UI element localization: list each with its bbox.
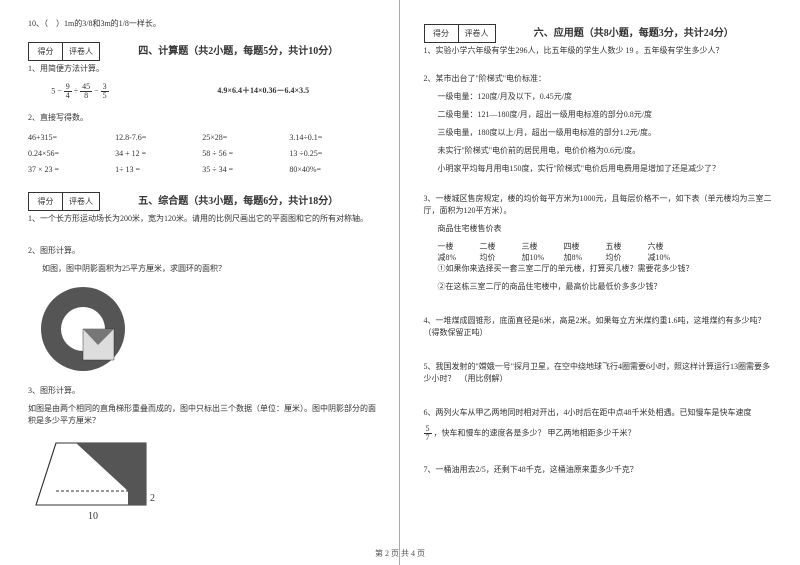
equation-line: 5 − 94 ÷ 458 − 35 4.9×6.4＋14×0.36－6.4×3.… [28,83,377,100]
score-box-6: 得分 评卷人 [424,24,496,43]
sec6-p2a: 一级电量：120度/月及以下，0.45元/度 [424,91,773,103]
sec6-p2c: 三级电量，180度以上/月，超出一级用电标准的部分1.2元/度。 [424,127,773,139]
mental-math-grid: 46+315=12.8-7.6=25×28=3.14÷0.1= 0.24×56=… [28,130,377,178]
section-4-title: 四、计算题（共2小题，每题5分，共计10分） [100,42,377,57]
sec6-p3: 3、一楼城区售房规定，楼的均价每平方米为1000元，且每层价格不一，如下表（单元… [424,193,773,217]
trap-figure: 10 2 [28,433,377,528]
sec4-p2: 2、直接写得数。 [28,112,377,124]
marker-label: 评卷人 [63,43,99,60]
sec6-p1: 1、实验小学六年级有学生296人，比五年级的学生人数少 19 。五年级有学生多少… [424,45,773,57]
eq-right: 4.9×6.4＋14×0.36－6.4×3.5 [173,85,353,96]
score-box-5: 得分 评卷人 [28,192,100,211]
sec6-p4: 4、一堆煤成圆锥形，底面直径是6米，高是2米。如果每立方米煤约重1.6吨，这堆煤… [424,315,773,339]
sec5-p2b: 如图，图中阴影面积为25平方厘米，求圆环的面积？ [28,263,377,275]
sec6-p3q1: ①如果你来选择买一套三室二厅的单元楼，打算买几楼？需要花多少钱？ [424,263,773,275]
sec6-p3q2: ②在这栋三室二厅的商品住宅楼中，最高价比最低价多多少钱？ [424,281,773,293]
sec6-p6: 6、两列火车从甲乙两地同时相对开出，4小时后在距中点48千米处相遇。已知慢车是快… [424,407,773,419]
q10: 10、（ ）1m的3/8和3m的1/8一样长。 [28,18,377,30]
sec6-p3t: 商品住宅楼售价表 [424,223,773,235]
sec6-p6b: 57 ，快车和慢车的速度各是多少？ 甲乙两地相距多少千米？ [424,425,773,442]
section-5-title: 五、综合题（共3小题，每题6分，共计18分） [100,192,377,207]
trap-label-side: 2 [150,493,155,504]
price-table: 一楼二楼三楼四楼五楼六楼 减8%均价加10%加8%均价减10% [424,241,773,263]
sec6-p2: 2、某市出台了"阶梯式"电价标准： [424,73,773,85]
sec6-p5: 5、我国发射的"嫦娥一号"探月卫星，在空中绕地球飞行4圈需要6小时，照这样计算运… [424,361,773,385]
trap-label-bottom: 10 [88,511,98,522]
sec5-p2: 2、图形计算。 [28,245,377,257]
sec5-p3b: 如图是由两个相同的直角梯形重叠而成的，图中只标出三个数据（单位：厘米）。图中阴影… [28,403,377,427]
sec6-p2b: 二级电量：121—180度/月，超出一级用电标准的部分0.8元/度 [424,109,773,121]
sec4-p1: 1、用简便方法计算。 [28,63,377,75]
sec5-p3: 3、图形计算。 [28,385,377,397]
score-box-4: 得分 评卷人 [28,42,100,61]
sec6-p2e: 小明家平均每月用电150度，实行"阶梯式"电价后用电费用是增加了还是减少了？ [424,163,773,175]
sec5-p1: 1、一个长方形运动场长为200米，宽为120米。请用的比例尺画出它的平面图和它的… [28,213,377,225]
eq-left: 5 − 94 ÷ 458 − 35 [51,83,171,100]
sec6-p7: 7、一桶油用去2/5，还剩下48千克，这桶油原来重多少千克？ [424,464,773,476]
sec6-p2d: 未实行"阶梯式"电价前的居民用电，电价价格为0.6元/度。 [424,145,773,157]
ring-figure [28,281,377,381]
page-footer: 第 2 页 共 4 页 [0,548,800,559]
score-label: 得分 [29,43,63,60]
section-6-title: 六、应用题（共8小题，每题3分，共计24分） [496,24,773,39]
